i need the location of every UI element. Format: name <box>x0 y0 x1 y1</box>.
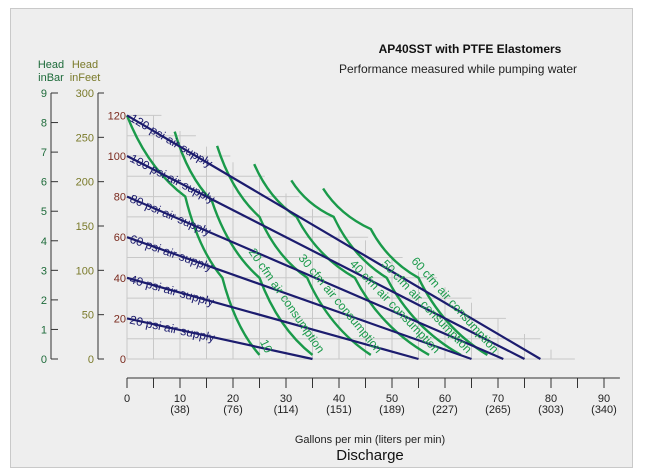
x-axis-tick-label-liters: (227) <box>432 404 458 416</box>
bar-axis-title-line1: Head <box>38 59 64 71</box>
feet-axis-tick-label: 250 <box>76 132 94 144</box>
air-consumption-curve <box>253 163 430 356</box>
bar-axis-tick-label: 2 <box>41 295 47 307</box>
bar-axis-tick-label: 3 <box>41 265 47 277</box>
psi-axis-tick-label: 40 <box>114 273 126 285</box>
x-axis-tick-label-liters: (189) <box>379 404 405 416</box>
feet-axis-tick-label: 0 <box>88 354 94 366</box>
air-supply-line <box>126 195 504 361</box>
x-axis-tick-label-liters: (265) <box>485 404 511 416</box>
x-axis-tick-label-liters: (151) <box>326 404 352 416</box>
curves <box>125 114 541 361</box>
bar-axis-tick-label: 7 <box>41 147 47 159</box>
x-axis-tick-label: 20 <box>227 393 239 405</box>
x-axis-tick-label: 30 <box>280 393 292 405</box>
x-axis-tick-label: 60 <box>439 393 451 405</box>
x-axis-tick-label: 40 <box>333 393 345 405</box>
air-supply-line <box>126 114 541 360</box>
feet-axis-title-line1: Head <box>72 59 98 71</box>
x-axis-tick-label-liters: (76) <box>223 404 243 416</box>
x-axis-tick-label-liters: (114) <box>274 404 299 416</box>
air-consumption-curve <box>322 187 489 356</box>
bar-axis-tick-label: 8 <box>41 118 47 130</box>
x-axis-tick-label: 50 <box>386 393 398 405</box>
x-axis-tick-label-liters: (38) <box>170 404 190 416</box>
air-consumption-curve <box>215 145 372 356</box>
psi-axis-tick-label: 80 <box>114 192 126 204</box>
psi-axis-tick-label: 120 <box>108 110 126 122</box>
bar-axis-tick-label: 0 <box>41 354 47 366</box>
bar-axis-tick-label: 6 <box>41 177 47 189</box>
psi-axis-tick-label: 60 <box>114 232 126 244</box>
air-supply-label: 20 psi air supply <box>128 313 216 345</box>
air-supply-line <box>126 276 419 361</box>
air-consumption-curve <box>173 131 314 356</box>
x-axis-tick-label-liters: (340) <box>591 404 617 416</box>
chart-title: AP40SST with PTFE Elastomers <box>379 42 562 56</box>
x-axis-tick-label: 80 <box>545 393 557 405</box>
chart-panel <box>10 8 633 468</box>
air-supply-line <box>126 155 526 360</box>
bar-axis-title-line2: inBar <box>38 72 64 84</box>
air-consumption-label: 10 <box>257 337 276 355</box>
feet-axis-title-line2: inFeet <box>70 72 101 84</box>
x-axis-tick-label: 90 <box>598 393 610 405</box>
psi-axis-tick-label: 0 <box>120 354 126 366</box>
air-consumption-curve <box>290 179 462 356</box>
bar-axis-tick-label: 9 <box>41 88 47 100</box>
x-axis-tick-label: 10 <box>174 393 186 405</box>
air-supply-line <box>126 317 313 361</box>
feet-axis-tick-label: 100 <box>76 265 94 277</box>
feet-axis-tick-label: 150 <box>76 221 94 233</box>
psi-axis-tick-label: 20 <box>114 313 126 325</box>
x-axis-label: Gallons per min (liters per min) <box>295 434 445 446</box>
x-axis-tick-label: 0 <box>124 393 130 405</box>
x-axis-title: Discharge <box>336 447 404 464</box>
air-consumption-curve <box>125 114 261 356</box>
psi-axis-tick-label: 100 <box>108 151 126 163</box>
feet-axis-tick-label: 200 <box>76 177 94 189</box>
feet-axis-tick-label: 50 <box>82 310 94 322</box>
bar-axis-tick-label: 5 <box>41 206 47 218</box>
bar-axis-tick-label: 1 <box>41 324 47 336</box>
axes <box>50 92 620 388</box>
feet-axis-tick-label: 300 <box>76 88 94 100</box>
air-supply-label: 60 psi air supply <box>128 232 214 274</box>
x-axis-tick-label: 70 <box>492 393 504 405</box>
bar-axis-tick-label: 4 <box>41 236 47 248</box>
chart-subtitle: Performance measured while pumping water <box>339 62 577 76</box>
air-supply-line <box>126 236 472 361</box>
x-axis-tick-label-liters: (303) <box>538 404 564 416</box>
